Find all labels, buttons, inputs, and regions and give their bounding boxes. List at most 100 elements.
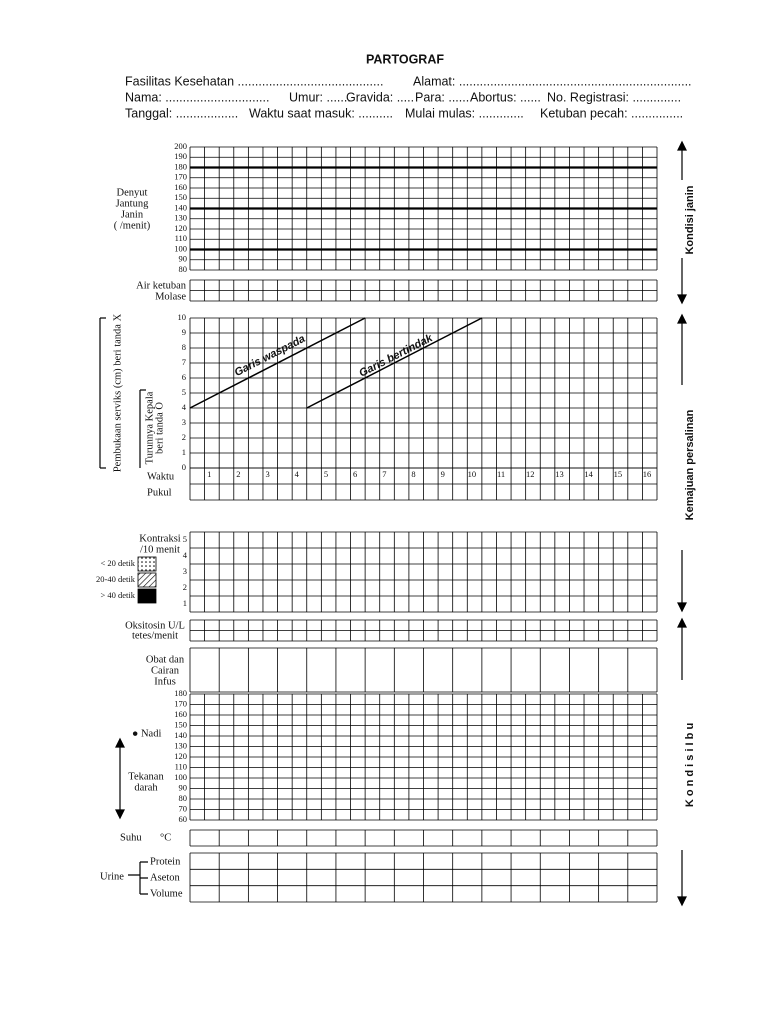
label: 10 (468, 469, 477, 479)
legend-swatch (137, 588, 157, 604)
side-rail (99, 140, 687, 907)
label: 20-40 detik (96, 574, 136, 584)
label: 2 (236, 469, 240, 479)
label: 6 (182, 372, 186, 382)
label: 80 (179, 264, 188, 274)
legend-swatch (137, 572, 157, 588)
label: darah (134, 782, 158, 793)
label: Janin (121, 209, 144, 220)
label: 1 (183, 598, 187, 608)
label: 3 (265, 469, 269, 479)
label: Nama: .............................. (125, 90, 269, 104)
label: Cairan (151, 665, 180, 676)
label: Air ketuban (136, 280, 187, 291)
legend-swatch (137, 556, 157, 572)
label: 3 (183, 566, 187, 576)
label: 80 (179, 793, 188, 803)
label: Turunnya Kepala (144, 391, 155, 464)
label: 170 (174, 172, 187, 182)
label: Umur: ....... (289, 90, 351, 104)
label: 120 (174, 223, 187, 233)
label: Protein (150, 856, 181, 867)
label: Suhu (120, 832, 142, 843)
label: 13 (555, 469, 564, 479)
label: 4 (295, 469, 300, 479)
label: 4 (183, 550, 188, 560)
label: ● Nadi (132, 728, 161, 739)
label: 150 (174, 192, 187, 202)
label: 110 (175, 761, 187, 771)
label: Para: ...... (415, 90, 469, 104)
label: K o n d i s i I b u (684, 723, 696, 807)
label: Kemajuan persalinan (684, 409, 696, 520)
label: 12 (526, 469, 535, 479)
label: Infus (154, 676, 176, 687)
label: 140 (174, 730, 187, 740)
label: /10 menit (140, 544, 180, 555)
label: Garis waspada (233, 333, 308, 379)
label: 0 (182, 462, 186, 472)
label: 3 (182, 417, 186, 427)
label: Pembukaan serviks (cm) beri tanda X (112, 313, 123, 472)
label: 14 (584, 469, 593, 479)
label: < 20 detik (100, 558, 135, 568)
alert-line (189, 317, 366, 409)
label: 11 (497, 469, 505, 479)
label: Aseton (150, 872, 180, 883)
label: Waktu saat masuk: .......... (249, 106, 393, 120)
label: 8 (411, 469, 415, 479)
label: Tekanan (128, 771, 164, 782)
label: 7 (182, 357, 186, 367)
label: Mulai mulas: ............. (405, 106, 524, 120)
label: Alamat: ................................… (413, 74, 692, 88)
label: 140 (174, 202, 187, 212)
label: ( /menit) (114, 220, 151, 231)
label: Tanggal: .................. (125, 106, 238, 120)
label: 70 (179, 803, 188, 813)
label: 5 (324, 469, 328, 479)
label: Molase (155, 291, 186, 302)
label: 8 (182, 342, 186, 352)
label: 5 (183, 534, 187, 544)
label: 7 (382, 469, 386, 479)
label: Urine (100, 871, 124, 882)
label: Gravida: ..... (346, 90, 414, 104)
label: 60 (179, 814, 188, 824)
label: Denyut (117, 187, 148, 198)
label: 190 (174, 151, 187, 161)
label: 16 (643, 469, 652, 479)
label: 180 (174, 161, 187, 171)
label: 110 (175, 233, 187, 243)
label: °C (160, 832, 171, 843)
label: 10 (178, 312, 187, 322)
label: Oksitosin U/L (125, 620, 185, 631)
label: 100 (174, 772, 187, 782)
label: 9 (441, 469, 445, 479)
label: 130 (174, 740, 187, 750)
label: 200 (174, 141, 187, 151)
label: Pukul (147, 487, 172, 498)
label: Ketuban pecah: ............... (540, 106, 683, 120)
label: 170 (174, 698, 187, 708)
label: beri tanda O (154, 402, 165, 454)
label: Kondisi janin (684, 185, 696, 254)
label: 6 (353, 469, 357, 479)
label: 180 (174, 688, 187, 698)
label: PARTOGRAF (366, 52, 444, 66)
label: tetes/menit (132, 630, 178, 641)
label: Fasilitas Kesehatan ....................… (125, 74, 383, 88)
label: 1 (207, 469, 211, 479)
label: 9 (182, 327, 186, 337)
label: 120 (174, 751, 187, 761)
label: Volume (150, 888, 183, 899)
label: 1 (182, 447, 186, 457)
label: 90 (179, 782, 188, 792)
label: 130 (174, 213, 187, 223)
label: 90 (179, 254, 188, 264)
label: Obat dan (146, 654, 185, 665)
label: 5 (182, 387, 186, 397)
label: 160 (174, 182, 187, 192)
label: 15 (614, 469, 623, 479)
label: Abortus: ...... (470, 90, 541, 104)
label: 160 (174, 709, 187, 719)
